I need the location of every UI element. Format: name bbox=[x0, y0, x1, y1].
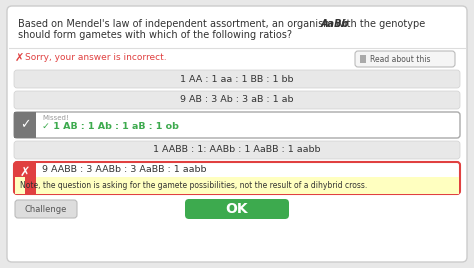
FancyBboxPatch shape bbox=[14, 162, 36, 194]
Bar bbox=[25, 112, 36, 138]
Text: ✓ 1 AB : 1 Ab : 1 aB : 1 ob: ✓ 1 AB : 1 Ab : 1 aB : 1 ob bbox=[42, 122, 179, 131]
FancyBboxPatch shape bbox=[14, 112, 36, 138]
FancyBboxPatch shape bbox=[185, 199, 289, 219]
Text: 9 AABB : 3 AABb : 3 AaBB : 1 aabb: 9 AABB : 3 AABb : 3 AaBB : 1 aabb bbox=[42, 165, 207, 174]
FancyBboxPatch shape bbox=[355, 51, 455, 67]
Text: ✗: ✗ bbox=[20, 166, 30, 178]
FancyBboxPatch shape bbox=[7, 6, 467, 262]
Text: ✗: ✗ bbox=[15, 53, 24, 63]
Text: ✓: ✓ bbox=[20, 118, 30, 132]
Bar bbox=[14, 112, 36, 138]
Text: Read about this: Read about this bbox=[370, 54, 430, 64]
Text: 9 AB : 3 Ab : 3 aB : 1 ab: 9 AB : 3 Ab : 3 aB : 1 ab bbox=[180, 95, 294, 105]
Bar bbox=[15, 177, 459, 194]
Text: 1 AABB : 1: AABb : 1 AaBB : 1 aabb: 1 AABB : 1: AABb : 1 AaBB : 1 aabb bbox=[153, 146, 321, 154]
Text: AaBb: AaBb bbox=[320, 19, 349, 29]
Text: Based on Mendel's law of independent assortment, an organism with the genotype: Based on Mendel's law of independent ass… bbox=[18, 19, 428, 29]
Text: 1 AA : 1 aa : 1 BB : 1 bb: 1 AA : 1 aa : 1 BB : 1 bb bbox=[180, 75, 294, 84]
FancyBboxPatch shape bbox=[15, 200, 77, 218]
Text: should form gametes with which of the following ratios?: should form gametes with which of the fo… bbox=[18, 30, 292, 40]
FancyBboxPatch shape bbox=[14, 112, 460, 138]
FancyBboxPatch shape bbox=[14, 91, 460, 109]
FancyBboxPatch shape bbox=[14, 70, 460, 88]
Text: OK: OK bbox=[226, 202, 248, 216]
Text: Sorry, your answer is incorrect.: Sorry, your answer is incorrect. bbox=[25, 53, 167, 62]
FancyBboxPatch shape bbox=[14, 141, 460, 159]
FancyBboxPatch shape bbox=[14, 162, 460, 194]
Text: Challenge: Challenge bbox=[25, 204, 67, 214]
Bar bbox=[360, 55, 366, 63]
Bar bbox=[25, 162, 36, 194]
Text: Note, the question is asking for the gamete possibilities, not the result of a d: Note, the question is asking for the gam… bbox=[20, 181, 367, 189]
Text: Missed!: Missed! bbox=[42, 115, 69, 121]
